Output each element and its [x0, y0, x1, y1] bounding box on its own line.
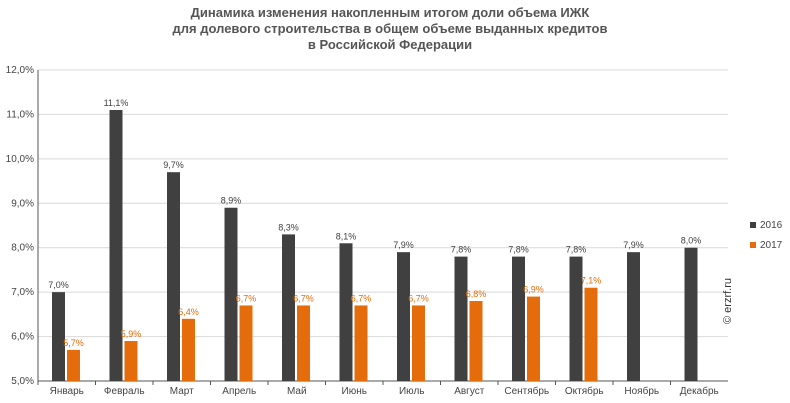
data-label-2016: 7,9%: [393, 240, 414, 250]
x-tick-label: Февраль: [104, 386, 145, 397]
watermark: © erzrf.ru: [722, 278, 734, 324]
bar-2017: [182, 318, 195, 381]
bar-2017: [239, 305, 253, 381]
bar-2017: [584, 287, 598, 381]
data-label-2016: 8,1%: [336, 231, 357, 241]
data-label-2016: 8,3%: [278, 222, 299, 232]
x-tick-label: Январь: [50, 386, 84, 397]
legend-swatch-2016: [750, 222, 756, 228]
x-tick-label: Июль: [399, 386, 425, 397]
data-label-2016: 8,0%: [681, 236, 702, 246]
data-label-2017: 6,4%: [178, 307, 199, 317]
data-label-2017: 6,7%: [236, 293, 257, 303]
x-tick-label: Декабрь: [680, 385, 719, 397]
x-tick-label: Апрель: [222, 386, 256, 397]
legend-label-2017: 2017: [760, 239, 783, 251]
x-tick-label: Сентябрь: [504, 385, 549, 397]
bar-2016: [627, 252, 640, 381]
legend-swatch-2017: [750, 242, 756, 248]
y-tick-label: 6,0%: [11, 332, 34, 343]
bar-2017: [469, 301, 483, 381]
bar-2017: [527, 296, 540, 381]
y-tick-label: 8,0%: [11, 243, 34, 254]
chart-title-line-2: для долевого строительства в общем объем…: [172, 21, 608, 36]
x-tick-label: Июнь: [342, 386, 367, 397]
legend-label-2016: 2016: [760, 219, 783, 231]
bar-2016: [339, 243, 353, 381]
bar-2016: [397, 252, 410, 381]
y-tick-label: 9,0%: [11, 198, 34, 209]
bar-2016: [569, 256, 583, 381]
y-tick-label: 11,0%: [6, 109, 34, 120]
chart-title: Динамика изменения накопленным итогом до…: [40, 5, 740, 53]
chart-title-line-3: в Российской Федерации: [307, 37, 473, 52]
data-label-2016: 7,0%: [48, 280, 69, 290]
bar-2016: [52, 292, 65, 381]
bar-2017: [354, 305, 368, 381]
x-tick-label: Май: [287, 386, 307, 397]
legend-item-2017: 2017: [750, 235, 782, 255]
data-label-2016: 9,7%: [163, 160, 184, 170]
bar-2016: [167, 172, 180, 381]
x-tick-label: Октябрь: [565, 385, 604, 397]
data-label-2016: 7,9%: [623, 240, 644, 250]
data-label-2017: 6,9%: [523, 285, 544, 295]
y-tick-label: 12,0%: [6, 65, 34, 76]
bar-2017: [67, 349, 80, 381]
bar-2017: [412, 305, 425, 381]
bar-2016: [684, 247, 698, 381]
bar-2016: [282, 234, 295, 381]
legend-item-2016: 2016: [750, 215, 782, 235]
bar-2016: [512, 256, 525, 381]
data-label-2016: 7,8%: [566, 245, 587, 255]
data-label-2017: 6,7%: [293, 293, 314, 303]
data-label-2016: 7,8%: [451, 245, 472, 255]
y-tick-label: 10,0%: [6, 154, 34, 165]
y-tick-label: 7,0%: [11, 287, 34, 298]
data-label-2017: 5,7%: [63, 338, 84, 348]
data-label-2016: 8,9%: [221, 196, 242, 206]
data-label-2017: 7,1%: [581, 276, 602, 286]
chart-title-line-1: Динамика изменения накопленным итогом до…: [190, 5, 590, 20]
bar-2017: [297, 305, 310, 381]
data-label-2017: 5,9%: [121, 329, 142, 339]
data-label-2017: 6,8%: [466, 289, 487, 299]
x-tick-label: Ноябрь: [624, 385, 659, 397]
x-tick-label: Август: [454, 386, 485, 397]
legend: 2016 2017: [750, 215, 782, 255]
data-label-2017: 6,7%: [351, 293, 372, 303]
data-label-2016: 7,8%: [508, 245, 529, 255]
bar-2016: [454, 256, 468, 381]
data-label-2016: 11,1%: [104, 98, 129, 108]
bar-2017: [124, 341, 138, 381]
y-tick-label: 5,0%: [11, 376, 34, 387]
x-tick-label: Март: [170, 386, 194, 397]
bar-2016: [224, 207, 238, 381]
bar-2016: [109, 109, 123, 381]
data-label-2017: 6,7%: [408, 293, 429, 303]
